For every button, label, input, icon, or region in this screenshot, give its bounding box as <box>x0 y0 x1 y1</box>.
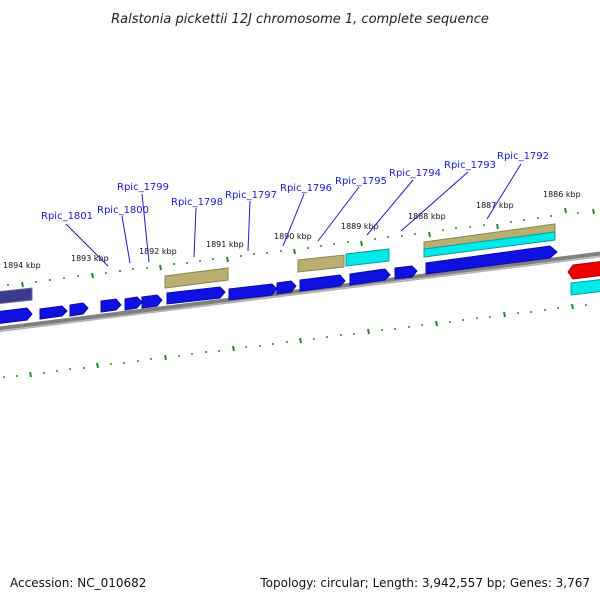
gene-label-rpic-1799[interactable]: Rpic_1799 <box>117 182 169 193</box>
inner-tick-dots <box>3 304 587 378</box>
gene-arrow[interactable] <box>299 274 346 292</box>
gene-label-rpic-1792[interactable]: Rpic_1792 <box>497 151 549 162</box>
gene-label-rpic-1794[interactable]: Rpic_1794 <box>389 168 441 179</box>
gene-label-rpic-1793[interactable]: Rpic_1793 <box>444 160 496 171</box>
gene-label-rpic-1801[interactable]: Rpic_1801 <box>41 211 93 222</box>
kbp-label: 1891 kbp <box>206 240 244 249</box>
kbp-label: 1890 kbp <box>274 232 312 241</box>
gene-labels: Rpic_1801 Rpic_1800 Rpic_1799 Rpic_1798 … <box>41 151 549 222</box>
inner-tick-ruler <box>29 303 574 378</box>
gene-arrow[interactable] <box>0 307 33 324</box>
kbp-label: 1888 kbp <box>408 212 446 221</box>
gene-arrow[interactable] <box>39 305 68 320</box>
gene-label-rpic-1800[interactable]: Rpic_1800 <box>97 205 149 216</box>
kbp-label: 1886 kbp <box>543 190 581 199</box>
feature-bar-navy[interactable] <box>0 287 33 304</box>
gene-arrow[interactable] <box>166 286 226 305</box>
gene-label-rpic-1798[interactable]: Rpic_1798 <box>171 197 223 208</box>
feature-bar-cyan[interactable] <box>570 279 600 296</box>
kbp-label: 1889 kbp <box>341 222 379 231</box>
gene-label-rpic-1796[interactable]: Rpic_1796 <box>280 183 332 194</box>
gene-arrow[interactable] <box>276 280 297 295</box>
gene-label-rpic-1795[interactable]: Rpic_1795 <box>335 176 387 187</box>
gene-label-rpic-1797[interactable]: Rpic_1797 <box>225 190 277 201</box>
gene-arrow[interactable] <box>349 268 391 286</box>
outer-tick-dots <box>7 212 579 286</box>
topology-label: Topology: circular; Length: 3,942,557 bp… <box>260 576 590 590</box>
gene-arrow[interactable] <box>141 294 163 309</box>
accession-label: Accession: NC_010682 <box>10 576 147 590</box>
map-title: Ralstonia pickettii 12J chromosome 1, co… <box>111 12 489 27</box>
feature-track-upper <box>0 223 556 304</box>
gene-arrow[interactable] <box>394 265 418 280</box>
feature-bar-cyan[interactable] <box>345 248 390 267</box>
feature-bar-cyan[interactable] <box>423 231 556 258</box>
feature-bar-olive[interactable] <box>164 267 229 289</box>
feature-track-right <box>567 261 600 296</box>
label-leader-lines <box>65 163 522 267</box>
feature-bar-olive[interactable] <box>297 254 345 273</box>
chromosome-backbone-shadow <box>0 255 600 333</box>
gene-arrow[interactable] <box>69 302 89 317</box>
gene-arrow[interactable] <box>100 298 122 313</box>
kbp-label: 1894 kbp <box>3 261 41 270</box>
feature-arrow-red[interactable] <box>567 261 600 280</box>
gene-arrow[interactable] <box>228 283 278 301</box>
outer-tick-ruler <box>21 207 595 288</box>
gene-arrow[interactable] <box>425 245 558 275</box>
kbp-label: 1893 kbp <box>71 254 109 263</box>
gene-arrows-forward <box>0 245 558 324</box>
kbp-label: 1892 kbp <box>139 247 177 256</box>
gene-arrow[interactable] <box>124 296 143 311</box>
